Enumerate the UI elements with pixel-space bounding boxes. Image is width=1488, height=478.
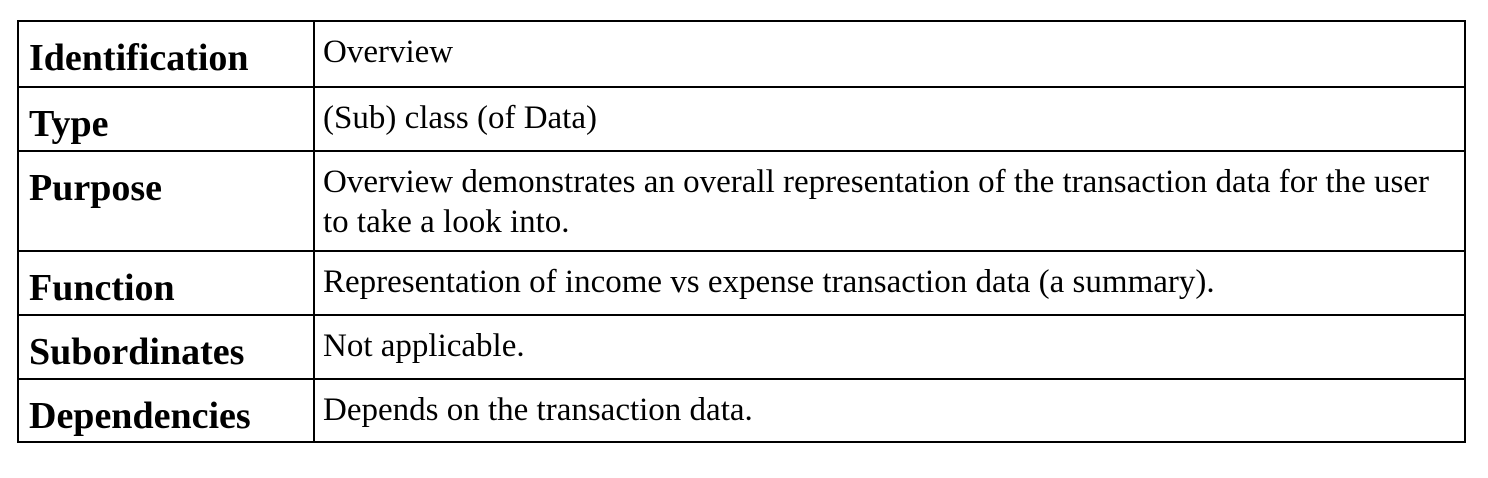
table-row-type: Type (Sub) class (of Data): [17, 86, 1466, 152]
table-row-identification: Identification Overview: [17, 20, 1466, 88]
row-label: Type: [17, 86, 315, 152]
specification-table: Identification Overview Type (Sub) class…: [17, 20, 1466, 443]
row-label: Dependencies: [17, 378, 315, 443]
table-row-function: Function Representation of income vs exp…: [17, 250, 1466, 316]
table-row-dependencies: Dependencies Depends on the transaction …: [17, 378, 1466, 443]
row-value: Depends on the transaction data.: [313, 378, 1466, 443]
row-value: (Sub) class (of Data): [313, 86, 1466, 152]
row-label: Function: [17, 250, 315, 316]
row-label: Subordinates: [17, 314, 315, 380]
row-value: Overview demonstrates an overall represe…: [313, 150, 1466, 252]
row-value: Not applicable.: [313, 314, 1466, 380]
row-label: Identification: [17, 20, 315, 88]
table-row-purpose: Purpose Overview demonstrates an overall…: [17, 150, 1466, 252]
row-value: Overview: [313, 20, 1466, 88]
row-value: Representation of income vs expense tran…: [313, 250, 1466, 316]
table-row-subordinates: Subordinates Not applicable.: [17, 314, 1466, 380]
row-label: Purpose: [17, 150, 315, 252]
